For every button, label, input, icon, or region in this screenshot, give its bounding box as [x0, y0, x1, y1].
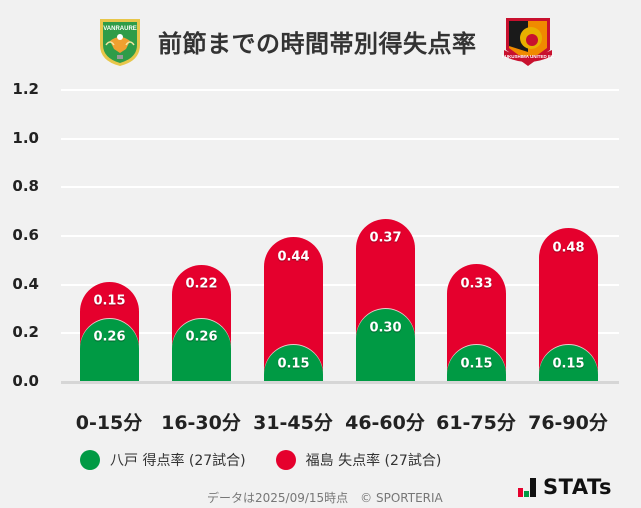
x-tick-31-45: 31-45分 — [253, 412, 333, 434]
gridline — [61, 284, 619, 286]
y-tick-0.8: 0.8 — [12, 177, 39, 195]
gridline — [61, 186, 619, 188]
gridline — [61, 89, 619, 91]
y-tick-0.6: 0.6 — [12, 226, 39, 244]
bar-home-0-15 — [80, 319, 139, 382]
legend-item-away: 福島 失点率 (27試合) — [275, 450, 442, 470]
bar-label-home: 0.15 — [277, 356, 310, 372]
gridline — [61, 235, 619, 237]
y-tick-1.2: 1.2 — [12, 80, 39, 98]
bar-label-away: 0.22 — [185, 276, 218, 292]
green-dot-icon — [80, 450, 100, 470]
bar-label-away: 0.44 — [277, 249, 310, 265]
bar-label-home: 0.26 — [93, 329, 126, 345]
data-source-note: データは2025/09/15時点 © SPORTERIA — [207, 491, 443, 505]
bar-label-away: 0.37 — [369, 230, 402, 246]
home-team-crest-icon: VANRAURE — [100, 19, 140, 66]
y-tick-0.4: 0.4 — [12, 275, 39, 293]
svg-text:FUKUSHIMA UNITED FC: FUKUSHIMA UNITED FC — [502, 54, 555, 59]
bar-label-home: 0.30 — [369, 320, 402, 336]
bar-label-home: 0.15 — [460, 356, 493, 372]
stats-bars-icon — [518, 477, 537, 497]
y-tick-0.2: 0.2 — [12, 323, 39, 341]
x-axis-baseline — [61, 381, 619, 384]
x-tick-16-30: 16-30分 — [161, 412, 241, 434]
gridline — [61, 332, 619, 334]
legend-item-home: 八戸 得点率 (27試合) — [80, 450, 246, 470]
x-tick-61-75: 61-75分 — [436, 412, 516, 434]
y-tick-1.0: 1.0 — [12, 129, 39, 147]
bar-label-away: 0.33 — [460, 276, 493, 292]
stats-brand-text: STATs — [543, 475, 612, 499]
bar-label-away: 0.15 — [93, 293, 126, 309]
x-tick-46-60: 46-60分 — [345, 412, 425, 434]
bar-home-16-30 — [172, 319, 231, 382]
x-tick-76-90: 76-90分 — [528, 412, 608, 434]
bar-label-home: 0.15 — [552, 356, 585, 372]
legend-label-home: 八戸 得点率 (27試合) — [110, 453, 246, 469]
chart-legend: 八戸 得点率 (27試合) 福島 失点率 (27試合) — [80, 450, 471, 470]
legend-label-away: 福島 失点率 (27試合) — [305, 453, 442, 469]
stats-brand-logo: STATs — [518, 475, 612, 499]
svg-text:VANRAURE: VANRAURE — [103, 26, 137, 32]
bar-label-home: 0.26 — [185, 329, 218, 345]
away-team-crest-icon: FUKUSHIMA UNITED FC — [502, 18, 555, 66]
bar-home-46-60 — [356, 309, 415, 382]
x-tick-0-15: 0-15分 — [75, 412, 143, 434]
red-dot-icon — [275, 450, 296, 470]
gridline — [61, 138, 619, 140]
y-tick-0.0: 0.0 — [12, 372, 39, 390]
page-title: 前節までの時間帯別得失点率 — [158, 30, 477, 58]
bar-label-away: 0.48 — [552, 240, 585, 256]
